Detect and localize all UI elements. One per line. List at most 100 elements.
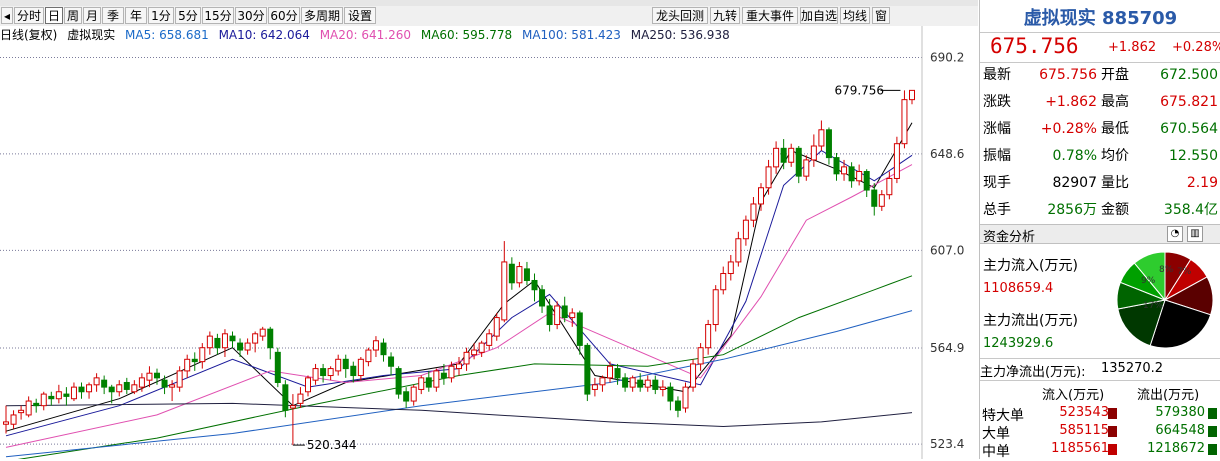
candle-body [697, 347, 704, 365]
candle-body [440, 372, 447, 379]
inflow-swatch [1108, 426, 1117, 437]
candle-body [55, 391, 62, 400]
quote-row: 振幅 0.78% 均价 12.550 [980, 144, 1220, 168]
candle-body [282, 384, 289, 411]
candle-body [735, 238, 742, 263]
period-button-4[interactable]: 季 [102, 7, 124, 24]
tool-button-3[interactable]: 加自选 [800, 7, 838, 24]
period-button-12[interactable]: 设置 [344, 7, 376, 24]
candle-body [780, 147, 787, 163]
candle-body [803, 159, 810, 177]
quote-label: 现手 [983, 175, 1011, 191]
candle-body [856, 171, 863, 182]
pie-chart-icon[interactable]: ◔ [1167, 226, 1183, 242]
price-change: +1.862 [1108, 40, 1157, 55]
period-button-2[interactable]: 周 [64, 7, 82, 24]
quote-label: 总手 [983, 202, 1011, 218]
candle-body [607, 365, 613, 379]
candle-body [659, 386, 666, 390]
fund-table-row: 大单 585115 664548 [980, 423, 1220, 442]
candle-body [116, 384, 123, 393]
order-size-label: 特大单 [982, 408, 1024, 424]
period-button-8[interactable]: 15分 [202, 7, 234, 24]
net-outflow-value: 135270.2 [1101, 361, 1164, 376]
tool-button-0[interactable]: 龙头回测 [652, 7, 708, 24]
candle-body [561, 305, 568, 319]
candle-body [893, 143, 900, 179]
candle-body [244, 342, 251, 351]
top-strip [0, 0, 978, 6]
quote-row: 涨幅 +0.28% 最低 670.564 [980, 117, 1220, 141]
tool-button-4[interactable]: 均线 [840, 7, 870, 24]
ma100-line [5, 310, 913, 458]
pie-label: 17% [1143, 301, 1163, 311]
candle-body [305, 377, 311, 393]
divider [980, 358, 1220, 359]
period-button-3[interactable]: 月 [83, 7, 101, 24]
candle-body [584, 344, 591, 395]
toolbar-back-icon[interactable]: ◂ [1, 7, 13, 24]
candle-body [86, 384, 93, 393]
y-tick-label: 690.2 [930, 50, 964, 64]
period-button-1[interactable]: 日 [45, 7, 63, 24]
candle-body [123, 381, 130, 390]
candle-body [591, 384, 598, 390]
candle-body [758, 187, 764, 205]
candle-body [765, 166, 772, 189]
ma60-value: MA60: 595.778 [420, 28, 513, 42]
bar-chart-icon[interactable]: ▥ [1187, 226, 1203, 242]
candle-body [727, 261, 734, 275]
tool-button-1[interactable]: 九转 [710, 7, 740, 24]
fund-table-row: 特大单 523543 579380 [980, 405, 1220, 424]
tool-button-2[interactable]: 重大事件 [742, 7, 798, 24]
y-tick-label: 523.4 [930, 437, 964, 451]
candle-body [493, 317, 500, 337]
quote-label: 最高 [1101, 94, 1129, 110]
candle-body [478, 342, 485, 353]
candle-body [169, 384, 176, 388]
candle-body [138, 377, 145, 388]
outflow-value: 664548 [1155, 423, 1205, 438]
outflow-swatch [1208, 444, 1217, 455]
kline-chart[interactable]: 690.2 648.6 607.0 564.9 523.4 679.756 520.344 [0, 0, 978, 459]
ma10-value: MA10: 642.064 [218, 28, 310, 42]
candle-body [395, 368, 402, 395]
period-button-9[interactable]: 30分 [235, 7, 267, 24]
fund-analysis-header: 资金分析 ◔ ▥ [980, 224, 1220, 245]
candle-body [365, 349, 372, 363]
period-button-10[interactable]: 60分 [268, 7, 300, 24]
candle-body [252, 333, 259, 344]
period-button-0[interactable]: 分时 [14, 7, 44, 24]
order-size-label: 大单 [982, 426, 1010, 442]
candle-body [101, 379, 108, 388]
candle-body [40, 393, 47, 407]
candle-body [712, 289, 719, 326]
quote-label: 振幅 [983, 148, 1011, 164]
candle-body [516, 266, 523, 284]
candle-body [380, 342, 387, 356]
price-change-pct: +0.28% [1172, 40, 1220, 55]
candle-body [750, 203, 757, 221]
candle-body [576, 312, 583, 346]
candle-body [206, 335, 213, 349]
quote-panel: 虚拟现实 885709 675.756 +1.862 +0.28% 最新 675.… [979, 0, 1220, 460]
period-button-7[interactable]: 5分 [175, 7, 201, 24]
quote-value: 82907 [1052, 175, 1097, 191]
candle-body [652, 379, 659, 390]
candle-body [705, 324, 712, 349]
candle-body [93, 377, 100, 386]
period-button-5[interactable]: 年 [125, 7, 147, 24]
candle-body [637, 379, 644, 388]
tool-button-5[interactable]: 窗 [872, 7, 890, 24]
period-button-11[interactable]: 多周期 [301, 7, 343, 24]
candle-body [350, 365, 357, 377]
inflow-value: 585115 [1059, 423, 1109, 438]
candle-body [312, 368, 319, 381]
candle-body [531, 279, 538, 291]
period-button-6[interactable]: 1分 [148, 7, 174, 24]
y-tick-label: 648.6 [930, 147, 964, 161]
quote-value: +1.862 [1045, 94, 1097, 110]
candle-body [267, 328, 274, 349]
candle-body [742, 219, 749, 240]
candle-body [289, 405, 296, 409]
